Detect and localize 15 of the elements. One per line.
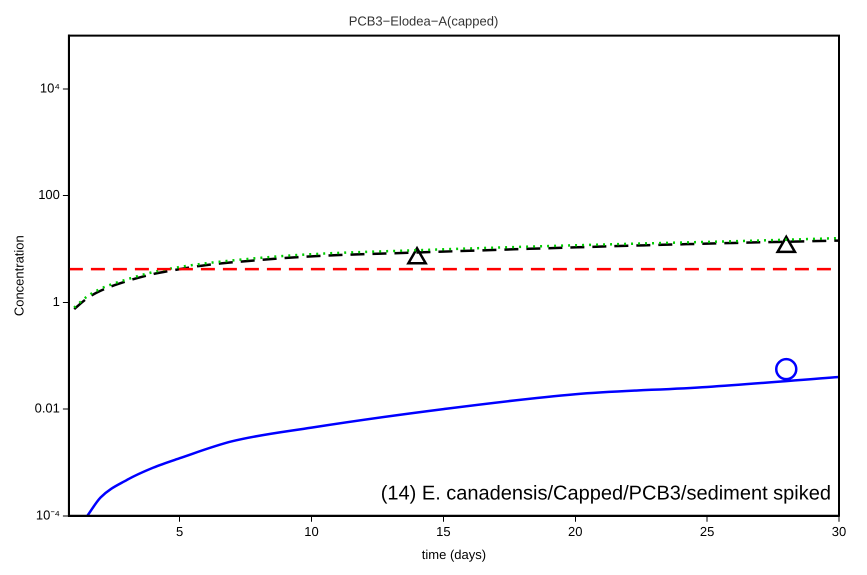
- x-tick-label: 10: [304, 524, 319, 540]
- x-tick-label: 25: [700, 524, 714, 540]
- x-tick-label: 15: [436, 524, 451, 540]
- chart-title: PCB3−Elodea−A(capped): [348, 13, 498, 28]
- x-tick-label: 5: [176, 524, 184, 540]
- y-tick-label: 100: [38, 187, 60, 202]
- x-tick-label: 20: [568, 524, 582, 540]
- x-tick-label: 30: [832, 524, 846, 540]
- y-tick-label: 1: [52, 294, 60, 309]
- y-tick-label: 10⁻⁴: [36, 507, 60, 522]
- y-tick-label: 10⁴: [40, 80, 60, 96]
- y-tick-label: 0.01: [34, 400, 60, 416]
- annotation: (14) E. canadensis/Capped/PCB3/sediment spiked: [380, 482, 831, 504]
- x-axis-title: time (days): [422, 546, 486, 562]
- y-axis-title: Concentration: [11, 235, 26, 316]
